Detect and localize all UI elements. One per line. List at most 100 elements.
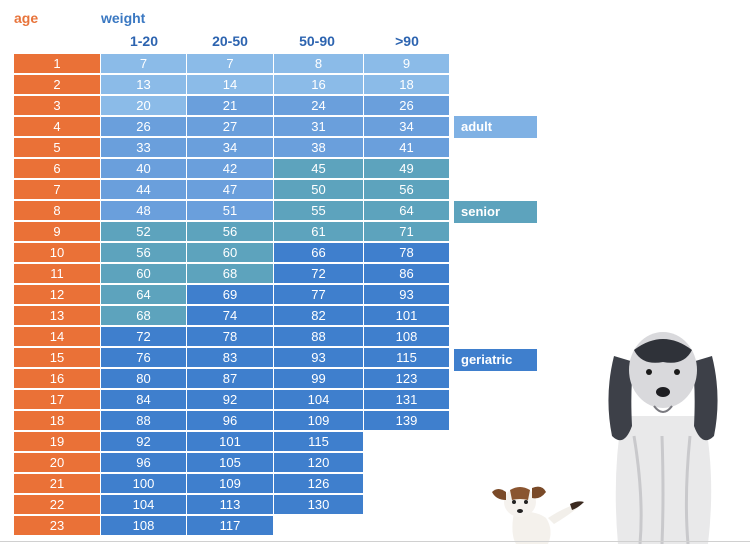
legend-senior: senior: [454, 201, 537, 223]
human-age-cell: 9: [364, 54, 450, 74]
human-age-cell: 40: [101, 159, 187, 179]
age-cell: 3: [14, 96, 101, 116]
human-age-cell: 7: [187, 54, 274, 74]
human-age-cell: 48: [101, 201, 187, 221]
human-age-cell: 66: [274, 243, 364, 263]
human-age-cell: 47: [187, 180, 274, 200]
human-age-cell: 109: [274, 411, 364, 431]
age-cell: 16: [14, 369, 101, 389]
human-age-cell: 115: [274, 432, 364, 452]
human-age-cell: 105: [187, 453, 274, 473]
human-age-cell: 16: [274, 75, 364, 95]
human-age-cell: 108: [364, 327, 450, 347]
human-age-cell: 96: [187, 411, 274, 431]
age-cell: 4: [14, 117, 101, 137]
age-cell: 18: [14, 411, 101, 431]
human-age-cell: 49: [364, 159, 450, 179]
human-age-cell: 71: [364, 222, 450, 242]
age-cell: 13: [14, 306, 101, 326]
human-age-cell: 123: [364, 369, 450, 389]
human-age-cell: 139: [364, 411, 450, 431]
age-cell: 12: [14, 285, 101, 305]
legend-adult: adult: [454, 116, 537, 138]
age-cell: 8: [14, 201, 101, 221]
human-age-cell: 13: [101, 75, 187, 95]
human-age-cell: 45: [274, 159, 364, 179]
age-cell: 11: [14, 264, 101, 284]
human-age-cell: 131: [364, 390, 450, 410]
human-age-cell: 113: [187, 495, 274, 515]
human-age-cell: 44: [101, 180, 187, 200]
age-cell: 14: [14, 327, 101, 347]
age-cell: 22: [14, 495, 101, 515]
human-age-cell: 55: [274, 201, 364, 221]
human-age-cell: 38: [274, 138, 364, 158]
human-age-cell: 83: [187, 348, 274, 368]
spaniel-illustration: [608, 332, 718, 544]
age-cell: 9: [14, 222, 101, 242]
human-age-cell: 130: [274, 495, 364, 515]
column-header-20-50: 20-50: [212, 33, 248, 49]
human-age-cell: 34: [364, 117, 450, 137]
human-age-cell: 87: [187, 369, 274, 389]
human-age-cell: 7: [101, 54, 187, 74]
human-age-cell: 108: [101, 516, 187, 536]
human-age-cell: 74: [187, 306, 274, 326]
human-age-cell: 18: [364, 75, 450, 95]
human-age-cell: 24: [274, 96, 364, 116]
human-age-cell: 104: [274, 390, 364, 410]
human-age-cell: 50: [274, 180, 364, 200]
human-age-cell: 76: [101, 348, 187, 368]
human-age-cell: 14: [187, 75, 274, 95]
human-age-cell: 126: [274, 474, 364, 494]
human-age-cell: 120: [274, 453, 364, 473]
human-age-cell: 104: [101, 495, 187, 515]
human-age-cell: 77: [274, 285, 364, 305]
human-age-cell: 31: [274, 117, 364, 137]
human-age-cell: 80: [101, 369, 187, 389]
human-age-cell: 26: [101, 117, 187, 137]
age-cell: 23: [14, 516, 101, 536]
age-cell: 10: [14, 243, 101, 263]
human-age-cell: 68: [187, 264, 274, 284]
human-age-cell: 96: [101, 453, 187, 473]
age-cell: 7: [14, 180, 101, 200]
human-age-cell: 109: [187, 474, 274, 494]
legend-geriatric: geriatric: [454, 349, 537, 371]
human-age-cell: 34: [187, 138, 274, 158]
human-age-cell: 101: [364, 306, 450, 326]
age-cell: 21: [14, 474, 101, 494]
column-header-over-90: >90: [395, 33, 419, 49]
human-age-cell: 60: [101, 264, 187, 284]
age-cell: 17: [14, 390, 101, 410]
age-cell: 19: [14, 432, 101, 452]
human-age-cell: 68: [101, 306, 187, 326]
human-age-cell: 42: [187, 159, 274, 179]
human-age-cell: 93: [364, 285, 450, 305]
column-header-50-90: 50-90: [299, 33, 335, 49]
human-age-cell: 93: [274, 348, 364, 368]
human-age-cell: 82: [274, 306, 364, 326]
human-age-cell: 33: [101, 138, 187, 158]
age-cell: 2: [14, 75, 101, 95]
bottom-divider: [0, 541, 750, 542]
human-age-cell: 88: [274, 327, 364, 347]
human-age-cell: 101: [187, 432, 274, 452]
human-age-cell: 99: [274, 369, 364, 389]
human-age-cell: 78: [187, 327, 274, 347]
human-age-cell: 64: [364, 201, 450, 221]
human-age-cell: 8: [274, 54, 364, 74]
human-age-cell: 27: [187, 117, 274, 137]
age-cell: 1: [14, 54, 101, 74]
age-cell: 15: [14, 348, 101, 368]
human-age-cell: 60: [187, 243, 274, 263]
age-header: age: [14, 10, 39, 26]
human-age-cell: 51: [187, 201, 274, 221]
weight-header: weight: [101, 10, 146, 26]
human-age-cell: 61: [274, 222, 364, 242]
human-age-cell: 26: [364, 96, 450, 116]
human-age-cell: 117: [187, 516, 274, 536]
human-age-cell: 41: [364, 138, 450, 158]
human-age-cell: 92: [187, 390, 274, 410]
human-age-cell: 72: [101, 327, 187, 347]
